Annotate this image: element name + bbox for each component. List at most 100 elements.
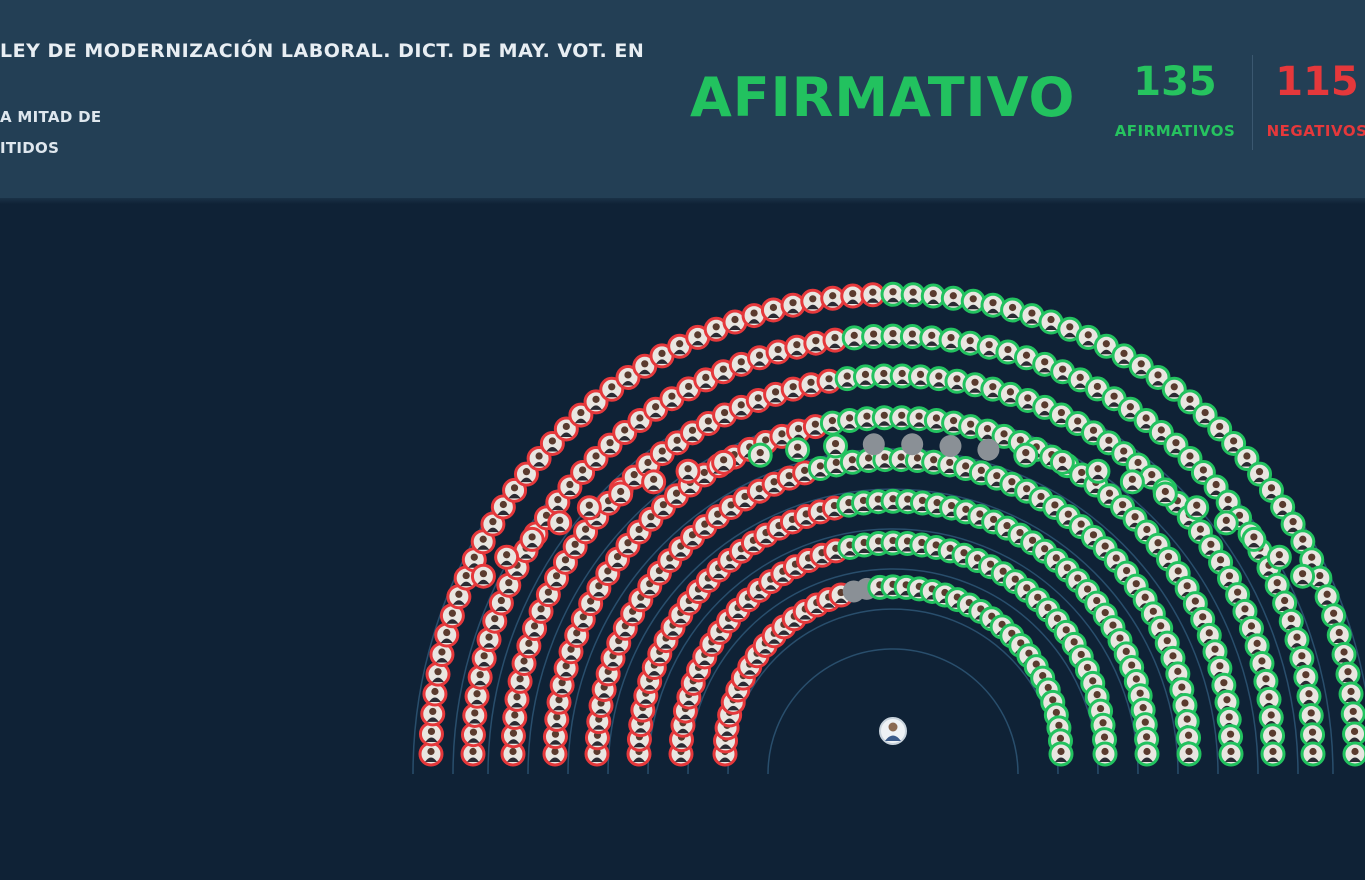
seat-negative[interactable] [608,481,634,507]
seat-affirmative[interactable] [1213,510,1239,536]
seat-negative[interactable] [576,495,602,521]
seat-affirmative[interactable] [1331,642,1357,668]
seat-negative[interactable] [476,627,502,653]
seat-empty[interactable] [862,433,885,456]
seat-affirmative[interactable] [1321,603,1347,629]
seat-affirmative[interactable] [823,433,849,459]
speaker-seat [879,717,907,745]
seat-affirmative[interactable] [785,437,811,463]
seat-affirmative[interactable] [1241,526,1267,552]
seat-affirmative[interactable] [1270,494,1296,520]
seat-affirmative[interactable] [1048,402,1074,428]
seat-negative[interactable] [418,721,444,747]
seat-negative[interactable] [494,544,520,570]
seat-negative[interactable] [470,529,496,555]
seat-negative[interactable] [513,461,539,487]
seat-affirmative[interactable] [1048,741,1074,767]
seat-negative[interactable] [675,458,701,484]
seat-affirmative[interactable] [976,334,1002,360]
seat-affirmative[interactable] [1013,442,1039,468]
seat-negative[interactable] [765,339,791,365]
seat-negative[interactable] [464,683,490,709]
seat-affirmative[interactable] [1085,458,1111,484]
seat-negative[interactable] [547,510,573,536]
seat-affirmative[interactable] [899,324,925,350]
seat-affirmative[interactable] [889,363,915,389]
seat-negative[interactable] [583,446,609,472]
seat-affirmative[interactable] [938,327,964,353]
seat-affirmative[interactable] [871,363,897,389]
seat-affirmative[interactable] [1342,741,1365,767]
seat-negative[interactable] [462,702,488,728]
seat-affirmative[interactable] [834,366,860,392]
seat-negative[interactable] [615,364,641,390]
seat-negative[interactable] [667,333,693,359]
seat-empty[interactable] [939,435,962,458]
seat-affirmative[interactable] [1032,351,1058,377]
seat-negative[interactable] [504,686,530,712]
seat-affirmative[interactable] [980,292,1006,318]
seat-affirmative[interactable] [1092,741,1118,767]
seat-affirmative[interactable] [747,442,773,468]
seat-negative[interactable] [780,292,806,318]
seat-affirmative[interactable] [1119,469,1145,495]
seat-negative[interactable] [500,723,526,749]
seat-negative[interactable] [800,288,826,314]
seat-empty[interactable] [977,438,1000,461]
seat-negative[interactable] [710,359,736,385]
seat-empty[interactable] [901,433,924,456]
seat-affirmative[interactable] [1272,590,1298,616]
seat-affirmative[interactable] [1093,333,1119,359]
seat-affirmative[interactable] [920,283,946,309]
affirmative-label: AFIRMATIVOS [1114,122,1236,140]
seat-affirmative[interactable] [1266,544,1292,570]
seat-affirmative[interactable] [880,323,906,349]
seat-affirmative[interactable] [1019,303,1045,329]
seat-affirmative[interactable] [1300,741,1326,767]
seat-negative[interactable] [860,282,886,308]
seat-negative[interactable] [420,701,446,727]
seat-affirmative[interactable] [1260,741,1286,767]
affirmative-count-block: 135 AFIRMATIVOS [1110,58,1240,140]
seat-negative[interactable] [820,285,846,311]
seat-negative[interactable] [822,327,848,353]
seat-affirmative[interactable] [1218,741,1244,767]
seat-negative[interactable] [422,681,448,707]
seat-negative[interactable] [641,469,667,495]
seat-affirmative[interactable] [1290,529,1316,555]
seat-negative[interactable] [711,449,737,475]
seat-affirmative[interactable] [889,405,915,431]
seat-affirmative[interactable] [1128,353,1154,379]
seat-negative[interactable] [542,741,568,767]
speaker-avatar[interactable] [879,717,907,745]
seat-affirmative[interactable] [1134,741,1160,767]
seat-affirmative[interactable] [995,339,1021,365]
seat-affirmative[interactable] [1176,741,1202,767]
seat-affirmative[interactable] [1256,686,1282,712]
seat-affirmative[interactable] [854,406,880,432]
seat-affirmative[interactable] [1258,477,1284,503]
seat-negative[interactable] [470,563,496,589]
seat-affirmative[interactable] [1000,297,1026,323]
seat-affirmative[interactable] [908,364,934,390]
seat-negative[interactable] [816,368,842,394]
seat-affirmative[interactable] [1013,345,1039,371]
seat-negative[interactable] [425,661,451,687]
seat-negative[interactable] [434,622,460,648]
seat-affirmative[interactable] [1184,495,1210,521]
seat-affirmative[interactable] [1293,664,1319,690]
seat-negative[interactable] [649,343,675,369]
seat-affirmative[interactable] [1152,481,1178,507]
seat-negative[interactable] [519,526,545,552]
seat-negative[interactable] [460,741,486,767]
seat-negative[interactable] [703,316,729,342]
seat-negative[interactable] [490,494,516,520]
seat-negative[interactable] [482,608,508,634]
seat-affirmative[interactable] [1335,661,1361,687]
seat-affirmative[interactable] [1049,449,1075,475]
seat-affirmative[interactable] [1280,511,1306,537]
seat-affirmative[interactable] [1075,324,1101,350]
seat-affirmative[interactable] [1290,563,1316,589]
seat-affirmative[interactable] [940,285,966,311]
seat-affirmative[interactable] [960,288,986,314]
